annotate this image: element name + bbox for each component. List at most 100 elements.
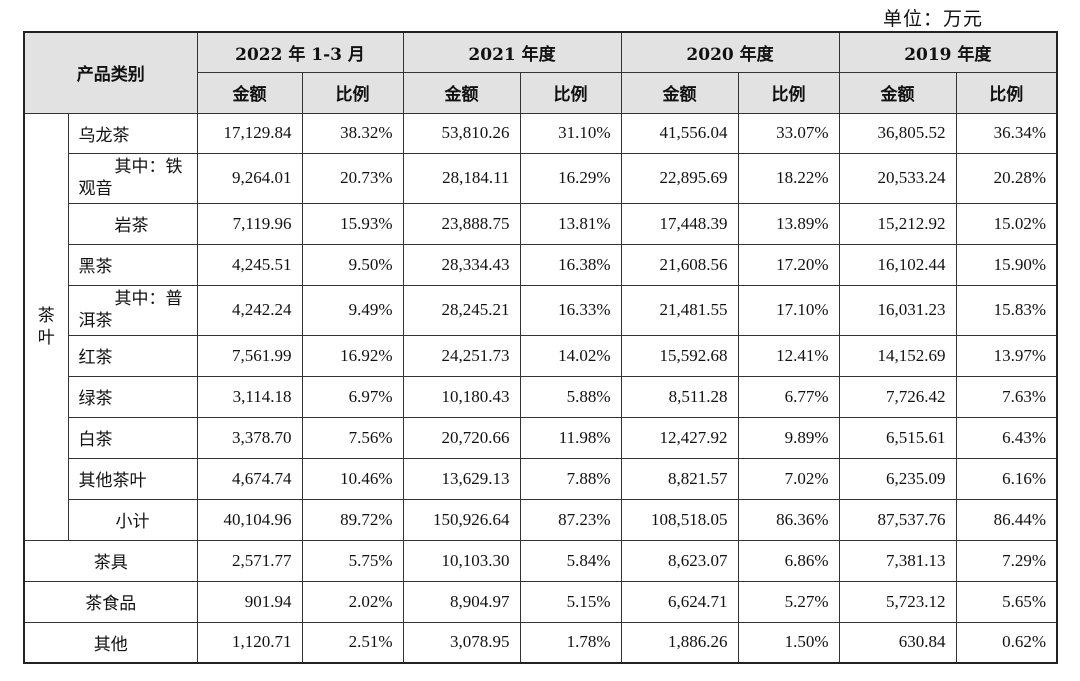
table-row: 白茶 3,378.70 7.56% 20,720.66 11.98% 12,427.92 9… [24,416,1058,459]
cell-value: 31.10% [519,112,622,154]
cell-value: 16.33% [519,284,622,336]
cell-value: 630.84 [838,621,957,664]
cell-value: 41,556.04 [620,112,739,154]
header-amount: 金额 [196,71,303,114]
cell-value: 28,334.43 [402,243,521,286]
cell-value: 4,674.74 [196,457,303,500]
table-row: 其中：普 洱茶 4,242.24 9.49% 28,245.21 16.33% 21,481… [24,284,1058,336]
row-label: 黑茶 [67,243,198,286]
cell-value: 3,378.70 [196,416,303,459]
cell-value: 9.89% [737,416,840,459]
cell-value: 21,481.55 [620,284,739,336]
cell-value: 86.36% [737,498,840,541]
row-label: 绿茶 [67,375,198,418]
product-revenue-table: 产品类别 2022 年 1-3 月 2021 年度 2020 年度 2019 年… [23,31,1059,664]
cell-value: 5.88% [519,375,622,418]
cell-value: 15.02% [955,202,1058,245]
cell-value: 6.16% [955,457,1058,500]
cell-value: 9.49% [301,284,404,336]
cell-value: 89.72% [301,498,404,541]
tea-group-char: 叶 [37,327,55,348]
cell-value: 7.29% [955,539,1058,582]
header-period-2021: 2021 年度 [402,31,622,73]
cell-value: 17,129.84 [196,112,303,154]
row-label-line2: 观音 [78,179,113,199]
header-amount: 金额 [620,71,739,114]
header-period-2020: 2020 年度 [620,31,840,73]
header-category: 产品类别 [23,31,198,114]
table-row: 红茶 7,561.99 16.92% 24,251.73 14.02% 15,592.68… [24,334,1058,377]
cell-value: 2.51% [301,621,404,664]
unit-label: 单位：万元 [883,8,984,30]
header-ratio: 比例 [519,71,622,114]
cell-value: 17,448.39 [620,202,739,245]
cell-value: 10,180.43 [402,375,521,418]
row-label: 岩茶 [67,202,198,245]
cell-value: 16.92% [301,334,404,377]
cell-value: 21,608.56 [620,243,739,286]
cell-value: 20,720.66 [402,416,521,459]
cell-value: 16,031.23 [838,284,957,336]
cell-value: 16,102.44 [838,243,957,286]
header-ratio: 比例 [737,71,840,114]
cell-value: 28,184.11 [402,152,521,204]
header-amount: 金额 [402,71,521,114]
table-row: 岩茶 7,119.96 15.93% 23,888.75 13.81% 17,448.39… [24,202,1058,245]
table-row: 小计 40,104.96 89.72% 150,926.64 87.23% 108,518… [24,498,1058,541]
cell-value: 20.73% [301,152,404,204]
cell-value: 16.29% [519,152,622,204]
cell-value: 5.75% [301,539,404,582]
cell-value: 5.15% [519,580,622,623]
header-period-2022q1: 2022 年 1-3 月 [196,31,404,73]
row-label-line1: 其中：铁 [114,157,183,177]
cell-value: 6.86% [737,539,840,582]
cell-value: 0.62% [955,621,1058,664]
cell-value: 17.10% [737,284,840,336]
cell-value: 17.20% [737,243,840,286]
cell-value: 53,810.26 [402,112,521,154]
cell-value: 33.07% [737,112,840,154]
cell-value: 108,518.05 [620,498,739,541]
row-label: 其中：普 洱茶 [67,284,198,336]
cell-value: 3,114.18 [196,375,303,418]
cell-value: 7,119.96 [196,202,303,245]
cell-value: 13.81% [519,202,622,245]
table-row: 茶叶 乌龙茶 17,129.84 38.32% 53,810.26 31.10% 41,55… [23,112,1058,541]
cell-value: 6.77% [737,375,840,418]
cell-value: 22,895.69 [620,152,739,204]
cell-value: 15.90% [955,243,1058,286]
row-label: 其中：铁 观音 [67,152,198,204]
cell-value: 2.02% [301,580,404,623]
cell-value: 5.27% [737,580,840,623]
cell-value: 8,904.97 [402,580,521,623]
cell-value: 5.65% [955,580,1058,623]
cell-value: 1,886.26 [620,621,739,664]
cell-value: 3,078.95 [402,621,521,664]
cell-value: 38.32% [301,112,404,154]
cell-value: 87,537.76 [838,498,957,541]
cell-value: 6,235.09 [838,457,957,500]
table-row: 茶食品 901.94 2.02% 8,904.97 5.15% 6,624.71 5.27%… [23,580,1058,623]
table-row: 黑茶 4,245.51 9.50% 28,334.43 16.38% 21,608.56 1… [24,243,1058,286]
cell-value: 10.46% [301,457,404,500]
table-row: 茶具 2,571.77 5.75% 10,103.30 5.84% 8,623.07 6.8… [23,539,1058,582]
cell-value: 12,427.92 [620,416,739,459]
cell-value: 15.93% [301,202,404,245]
cell-value: 1.50% [737,621,840,664]
row-label: 乌龙茶 [67,112,198,154]
cell-value: 15.83% [955,284,1058,336]
cell-value: 4,245.51 [196,243,303,286]
row-label: 茶具 [23,539,198,582]
cell-value: 18.22% [737,152,840,204]
cell-value: 7.56% [301,416,404,459]
row-label: 其他 [23,621,198,664]
cell-value: 150,926.64 [402,498,521,541]
cell-value: 7.88% [519,457,622,500]
cell-value: 20.28% [955,152,1058,204]
tea-group-char: 茶 [37,305,55,326]
cell-value: 16.38% [519,243,622,286]
row-label-line1: 其中：普 [114,289,183,309]
cell-value: 1.78% [519,621,622,664]
header-ratio: 比例 [955,71,1058,114]
cell-value: 14,152.69 [838,334,957,377]
